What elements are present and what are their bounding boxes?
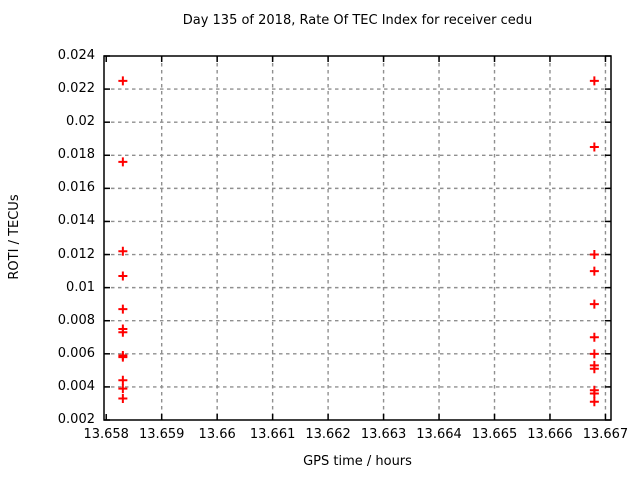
data-point-marker (589, 266, 599, 276)
y-tick-label: 0.018 (57, 147, 95, 163)
y-tick-label: 0.022 (57, 81, 95, 97)
data-point-marker (589, 389, 599, 399)
data-point-marker (589, 332, 599, 342)
data-point-marker (589, 142, 599, 152)
x-tick-label: 13.665 (471, 427, 518, 442)
data-point-marker (118, 384, 128, 394)
x-tick-label: 13.658 (83, 427, 129, 442)
data-point-marker (118, 393, 128, 403)
data-point-marker (589, 397, 599, 407)
y-tick-label: 0.004 (57, 378, 95, 394)
y-tick-label: 0.016 (57, 180, 95, 196)
x-tick-label: 13.662 (305, 427, 351, 442)
x-tick-label: 13.659 (138, 427, 185, 442)
y-tick-label: 0.01 (66, 279, 95, 295)
y-tick-label: 0.008 (57, 312, 95, 328)
y-tick-label: 0.006 (57, 345, 95, 361)
data-point-marker (118, 304, 128, 314)
y-tick-label: 0.024 (57, 48, 95, 63)
data-point-marker (118, 327, 128, 337)
data-point-marker (589, 250, 599, 260)
data-point-marker (118, 271, 128, 281)
y-tick-label: 0.014 (57, 213, 95, 229)
data-point-marker (118, 375, 128, 385)
y-tick-label: 0.012 (57, 246, 95, 262)
x-tick-label: 13.66 (198, 427, 236, 442)
data-point-marker (118, 352, 128, 362)
x-axis-label: GPS time / hours (303, 454, 412, 469)
y-tick-label: 0.02 (66, 114, 95, 130)
data-point-marker (589, 364, 599, 374)
data-point-marker (118, 246, 128, 256)
x-tick-label: 13.666 (527, 427, 573, 442)
x-tick-label: 13.661 (249, 427, 296, 442)
chart-title: Day 135 of 2018, Rate Of TEC Index for r… (182, 13, 533, 28)
y-tick-label: 0.002 (57, 412, 95, 427)
data-point-marker (589, 299, 599, 309)
data-point-marker (118, 157, 128, 167)
plot-border (103, 55, 612, 421)
x-tick-label: 13.667 (582, 427, 629, 442)
x-tick-label: 13.664 (416, 427, 462, 442)
data-point-marker (589, 76, 599, 86)
data-point-marker (589, 349, 599, 359)
x-tick-label: 13.663 (360, 427, 407, 442)
data-point-marker (118, 76, 128, 86)
